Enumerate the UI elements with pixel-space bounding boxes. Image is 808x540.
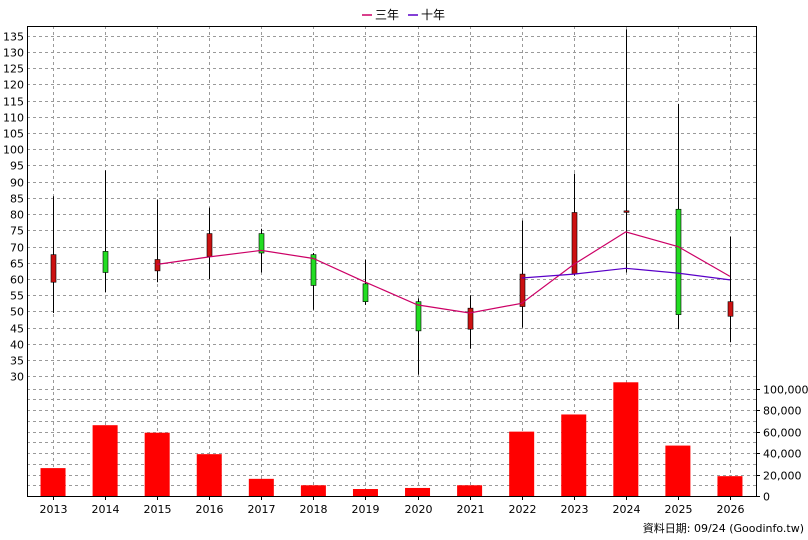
candle-wicks xyxy=(53,29,731,375)
price-tick-label: 120 xyxy=(3,79,24,92)
legend: 三年 十年 xyxy=(362,8,445,22)
year-tick-label: 2025 xyxy=(665,503,693,516)
volume-bar-2024 xyxy=(613,382,639,496)
price-tick-label: 50 xyxy=(10,306,24,319)
candle-body-2015 xyxy=(154,259,161,272)
price-tick-label: 40 xyxy=(10,339,24,352)
price-tick-label: 125 xyxy=(3,63,24,76)
candle-body-2018 xyxy=(310,254,317,286)
price-tick-label: 70 xyxy=(10,242,24,255)
price-tick-label: 55 xyxy=(10,290,24,303)
volume-bar-2026 xyxy=(717,476,743,496)
candle-body-2021 xyxy=(467,307,474,330)
candle-body-2014 xyxy=(102,251,109,273)
year-tick-label: 2026 xyxy=(717,503,745,516)
price-tick-label: 85 xyxy=(10,193,24,206)
year-tick-label: 2020 xyxy=(405,503,433,516)
volume-bar-2013 xyxy=(40,468,66,496)
candle-bodies xyxy=(50,208,734,332)
year-tick-label: 2022 xyxy=(509,503,537,516)
volume-bar-2019 xyxy=(352,489,378,496)
legend-label-三年: 三年 xyxy=(375,8,399,22)
candle-body-2022 xyxy=(519,273,526,307)
line-十年 xyxy=(521,267,731,281)
year-tick-label: 2024 xyxy=(613,503,641,516)
candle-body-2019 xyxy=(362,283,369,302)
price-tick-label: 35 xyxy=(10,355,24,368)
price-tick-label: 45 xyxy=(10,323,24,336)
candle-body-2016 xyxy=(206,233,213,257)
price-tick-label: 30 xyxy=(10,371,24,384)
price-tick-label: 105 xyxy=(3,128,24,141)
volume-tick-label: 60,000 xyxy=(763,427,802,440)
candle-body-2013 xyxy=(50,254,57,283)
year-tick-label: 2015 xyxy=(144,503,172,516)
price-tick-label: 110 xyxy=(3,112,24,125)
price-tick-label: 100 xyxy=(3,144,24,157)
volume-tick-label: 0 xyxy=(763,491,770,504)
year-tick-label: 2014 xyxy=(92,503,120,516)
volume-bar-2016 xyxy=(196,454,222,496)
year-tick-label: 2023 xyxy=(561,503,589,516)
year-tick-label: 2019 xyxy=(352,503,380,516)
volume-tick-label: 80,000 xyxy=(763,405,802,418)
price-tick-label: 75 xyxy=(10,225,24,238)
year-tick-label: 2013 xyxy=(40,503,68,516)
year-tick-label: 2021 xyxy=(457,503,485,516)
price-tick-label: 65 xyxy=(10,258,24,271)
volume-bars xyxy=(40,382,743,496)
price-tick-label: 90 xyxy=(10,177,24,190)
volume-bar-2018 xyxy=(300,485,326,496)
volume-bar-2017 xyxy=(248,478,274,496)
volume-tick-label: 40,000 xyxy=(763,448,802,461)
data-date-footer: 資料日期: 09/24 (Goodinfo.tw) xyxy=(643,521,804,535)
price-tick-label: 95 xyxy=(10,160,24,173)
candle-body-2020 xyxy=(415,301,422,332)
volume-bar-2023 xyxy=(561,414,587,496)
price-tick-label: 80 xyxy=(10,209,24,222)
year-tick-label: 2018 xyxy=(300,503,328,516)
grid-lines xyxy=(27,26,756,496)
price-axis: 30 35 40 45 50 55 60 65 70 75 80 85 90 95 100 105 110 115… xyxy=(3,31,24,384)
year-axis: 2013 2014 2015 2016 2017 2018 2019 2020 2021 2022… xyxy=(40,496,745,516)
candle-body-2026 xyxy=(727,301,734,317)
price-tick-label: 130 xyxy=(3,47,24,60)
year-tick-label: 2016 xyxy=(196,503,224,516)
candle-body-2025 xyxy=(675,208,682,315)
candle-body-2017 xyxy=(258,233,265,254)
volume-tick-label: 100,000 xyxy=(763,384,808,397)
volume-bar-2014 xyxy=(92,425,118,496)
volume-axis: 0 20,000 40,000 60,000 80,000 100,000 xyxy=(756,384,808,504)
year-tick-label: 2017 xyxy=(248,503,276,516)
volume-bar-2020 xyxy=(405,487,431,496)
moving-average-lines xyxy=(157,231,731,314)
volume-bar-2021 xyxy=(457,485,483,496)
line-三年 xyxy=(157,231,731,314)
price-tick-label: 135 xyxy=(3,31,24,44)
plot-frame xyxy=(27,26,757,497)
price-tick-label: 115 xyxy=(3,96,24,109)
volume-bar-2022 xyxy=(509,431,535,496)
candle-body-2024 xyxy=(623,210,630,213)
volume-tick-label: 20,000 xyxy=(763,470,802,483)
legend-label-十年: 十年 xyxy=(421,8,445,22)
volume-bar-2015 xyxy=(144,432,170,496)
plot-border xyxy=(27,26,757,497)
volume-bar-2025 xyxy=(665,445,691,496)
price-tick-label: 60 xyxy=(10,274,24,287)
